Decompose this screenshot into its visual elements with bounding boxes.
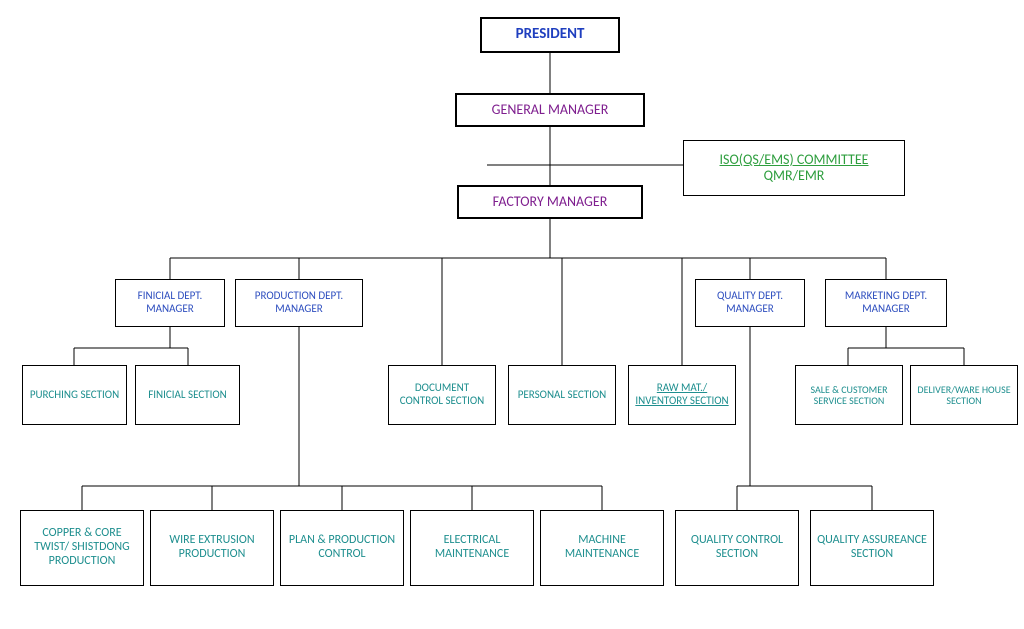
node-blank-left	[345, 145, 487, 185]
node-iso-committee-line1: ISO(QS/EMS) COMMITTEE	[720, 151, 869, 168]
node-wire-extrusion: WIRE EXTRUSION PRODUCTION	[150, 510, 274, 586]
node-finicial-section: FINICIAL SECTION	[135, 365, 240, 425]
node-copper-core: COPPER & CORE TWIST/ SHISTDONG PRODUCTIO…	[20, 510, 144, 586]
node-document-control-label: DOCUMENT CONTROL SECTION	[393, 382, 491, 407]
node-iso-committee-label: ISO(QS/EMS) COMMITTEE QMR/EMR	[720, 152, 869, 184]
node-president: PRESIDENT	[480, 17, 620, 53]
node-finicial-dept: FINICIAL DEPT. MANAGER	[115, 279, 225, 327]
node-personal-section-label: PERSONAL SECTION	[518, 389, 607, 402]
node-electrical-maint: ELECTRICAL MAINTENANCE	[410, 510, 534, 586]
node-factory-manager: FACTORY MANAGER	[457, 185, 643, 219]
node-raw-mat-inventory: RAW MAT./ INVENTORY SECTION	[628, 365, 736, 425]
node-plan-prod-control: PLAN & PRODUCTION CONTROL	[280, 510, 404, 586]
node-deliver-warehouse: DELIVER/WARE HOUSE SECTION	[910, 365, 1018, 425]
node-general-manager-label: GENERAL MANAGER	[492, 102, 609, 118]
node-production-dept-label: PRODUCTION DEPT. MANAGER	[240, 290, 358, 315]
node-document-control: DOCUMENT CONTROL SECTION	[388, 365, 496, 425]
node-factory-manager-label: FACTORY MANAGER	[493, 194, 608, 210]
node-qa-section: QUALITY ASSUREANCE SECTION	[810, 510, 934, 586]
node-machine-maint: MACHINE MAINTENANCE	[540, 510, 664, 586]
node-marketing-dept-label: MARKETING DEPT. MANAGER	[830, 290, 942, 315]
org-chart: PRESIDENT GENERAL MANAGER ISO(QS/EMS) CO…	[0, 0, 1024, 629]
node-qa-section-label: QUALITY ASSUREANCE SECTION	[815, 534, 929, 562]
node-wire-extrusion-label: WIRE EXTRUSION PRODUCTION	[155, 534, 269, 562]
node-president-label: PRESIDENT	[516, 26, 585, 43]
node-quality-dept: QUALITY DEPT. MANAGER	[695, 279, 805, 327]
node-machine-maint-label: MACHINE MAINTENANCE	[545, 534, 659, 562]
node-raw-mat-inventory-label: RAW MAT./ INVENTORY SECTION	[633, 382, 731, 407]
node-plan-prod-control-label: PLAN & PRODUCTION CONTROL	[285, 534, 399, 562]
node-purching-section: PURCHING SECTION	[22, 365, 127, 425]
node-production-dept: PRODUCTION DEPT. MANAGER	[235, 279, 363, 327]
node-finicial-dept-label: FINICIAL DEPT. MANAGER	[120, 290, 220, 315]
node-deliver-warehouse-label: DELIVER/WARE HOUSE SECTION	[915, 384, 1013, 407]
node-general-manager: GENERAL MANAGER	[455, 93, 645, 127]
node-iso-committee: ISO(QS/EMS) COMMITTEE QMR/EMR	[683, 140, 905, 196]
node-electrical-maint-label: ELECTRICAL MAINTENANCE	[415, 534, 529, 562]
node-qc-section-label: QUALITY CONTROL SECTION	[680, 534, 794, 562]
node-iso-committee-line2: QMR/EMR	[764, 167, 825, 184]
node-sale-customer-label: SALE & CUSTOMER SERVICE SECTION	[800, 384, 898, 407]
node-sale-customer: SALE & CUSTOMER SERVICE SECTION	[795, 365, 903, 425]
node-copper-core-label: COPPER & CORE TWIST/ SHISTDONG PRODUCTIO…	[25, 527, 139, 568]
node-personal-section: PERSONAL SECTION	[508, 365, 616, 425]
node-marketing-dept: MARKETING DEPT. MANAGER	[825, 279, 947, 327]
node-quality-dept-label: QUALITY DEPT. MANAGER	[700, 290, 800, 315]
node-finicial-section-label: FINICIAL SECTION	[148, 389, 227, 402]
node-purching-section-label: PURCHING SECTION	[30, 389, 119, 402]
node-qc-section: QUALITY CONTROL SECTION	[675, 510, 799, 586]
